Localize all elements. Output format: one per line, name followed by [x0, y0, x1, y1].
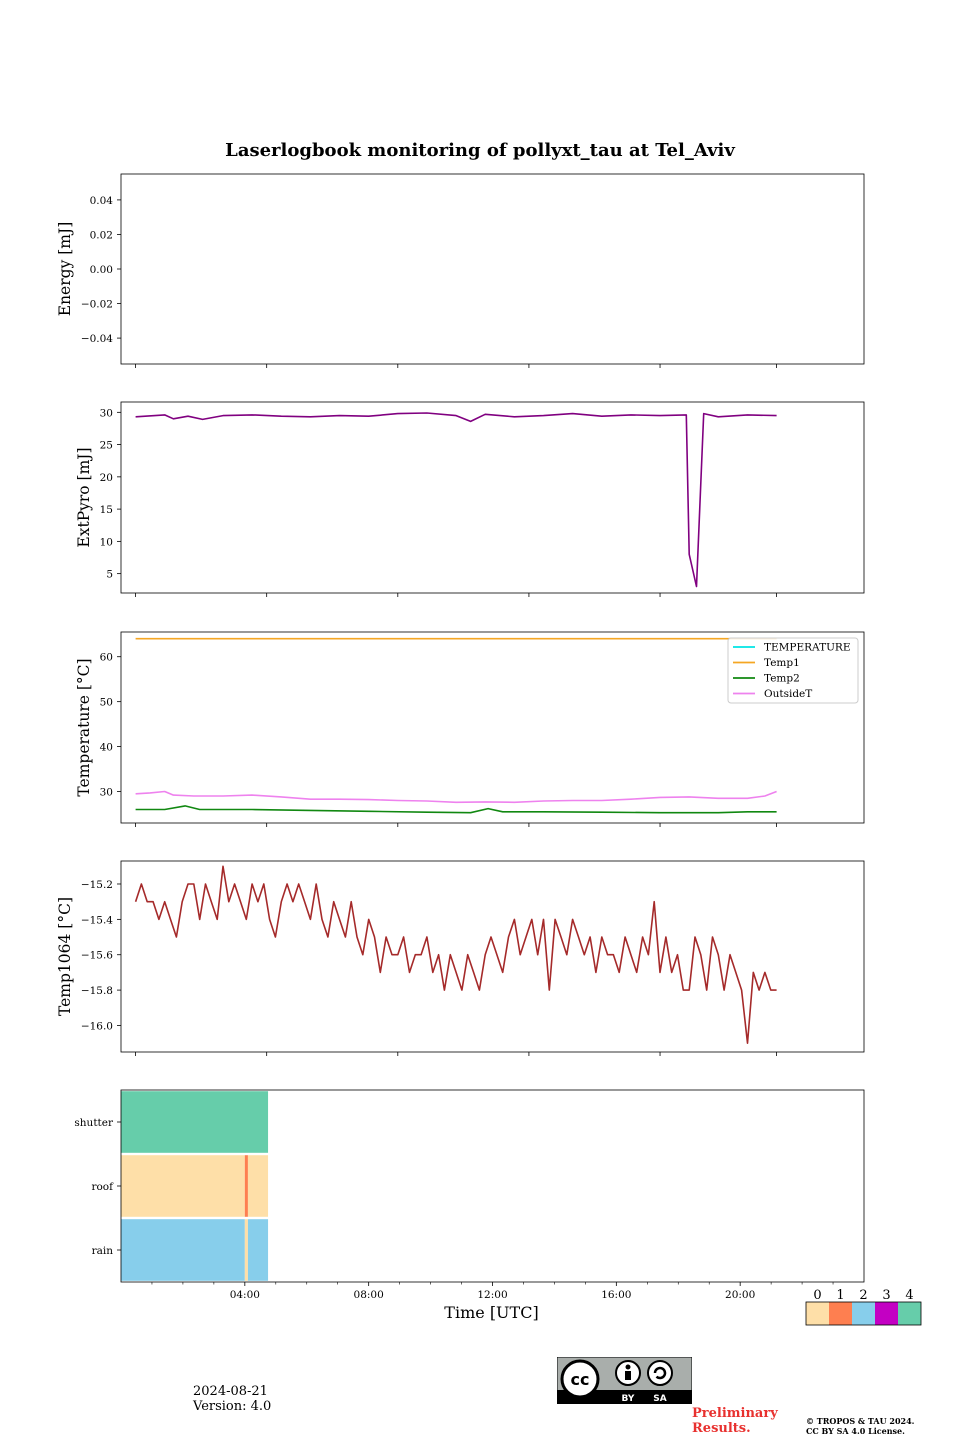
y-tick-label: 60: [100, 652, 113, 664]
y-tick-label: 40: [100, 742, 113, 754]
panel-1: 0.04 0.02 0.00 −0.02 −0.04 Energy [mJ]: [56, 173, 865, 368]
panel-3: 60 50 40 30 Temperature [°C] TEMPERATURE Temp1…: [75, 631, 865, 827]
panel-2: 30 25 20 15 10 5 ExtPyro [mJ]: [75, 401, 865, 597]
y-tick-label: 25: [100, 440, 113, 452]
y-tick-label: 0.02: [90, 229, 113, 241]
colorbar-swatch: [806, 1302, 829, 1325]
row-label: rain: [92, 1245, 114, 1257]
y-tick-label: −15.4: [81, 914, 113, 926]
colorbar-swatch: [875, 1302, 898, 1325]
status-cell: [244, 1155, 248, 1217]
y-tick-label: −0.02: [81, 299, 113, 311]
legend-entry: Temp2: [764, 673, 800, 685]
panel-5-status: shutter roof rain 04:00 08:00 12:00 16:00 20:00…: [74, 1089, 865, 1322]
report-date: 2024-08-21: [193, 1384, 268, 1399]
plot-frame: [120, 401, 865, 594]
y-tick-label: 20: [100, 472, 113, 484]
row-label: roof: [91, 1181, 114, 1193]
status-cell: [244, 1219, 248, 1281]
x-tick-label: 08:00: [354, 1289, 384, 1301]
legend: TEMPERATURE Temp1 Temp2 OutsideT: [727, 637, 859, 704]
copyright-line-1: © TROPOS & TAU 2024.: [806, 1416, 915, 1426]
x-tick-label: 12:00: [477, 1289, 507, 1301]
colorbar-swatch: [829, 1302, 852, 1325]
y-axis-label: Energy [mJ]: [56, 222, 74, 317]
colorbar-swatch: [852, 1302, 875, 1325]
y-axis-label: Temp1064 [°C]: [56, 897, 74, 1016]
svg-text:cc: cc: [571, 1370, 590, 1389]
y-axis-label: Temperature [°C]: [75, 658, 93, 796]
series-line-temp2: [135, 805, 777, 814]
plot-frame: [120, 860, 865, 1053]
legend-entry: TEMPERATURE: [764, 642, 851, 654]
chart-title: Laserlogbook monitoring of pollyxt_tau a…: [225, 140, 735, 161]
legend-box: [727, 637, 859, 704]
plot-frame: [120, 173, 865, 365]
y-tick-label: 0.04: [90, 195, 114, 207]
cc-by-label: BY: [622, 1394, 635, 1404]
status-cell: [121, 1091, 269, 1153]
y-tick-label: 30: [100, 407, 113, 419]
y-tick-label: 10: [100, 536, 113, 548]
y-tick-label: −0.04: [81, 333, 113, 345]
plot-frame: [120, 631, 865, 824]
x-tick-label: 16:00: [601, 1289, 631, 1301]
y-tick-label: 30: [100, 787, 113, 799]
status-cell: [247, 1219, 269, 1281]
preliminary-line-1: Preliminary: [692, 1406, 778, 1421]
cc-by-sa-icon: cc BY SA: [556, 1356, 693, 1408]
colorbar-label: 3: [882, 1288, 890, 1303]
cc-sa-label: SA: [653, 1394, 666, 1404]
x-axis-label: Time [UTC]: [444, 1303, 538, 1322]
y-tick-label: −15.8: [81, 985, 113, 997]
x-tick-label: 04:00: [230, 1289, 260, 1301]
y-tick-label: 15: [100, 504, 113, 516]
status-cell: [121, 1155, 245, 1217]
colorbar-label: 2: [859, 1288, 867, 1303]
colorbar-label: 1: [836, 1288, 844, 1303]
status-cell: [121, 1219, 245, 1281]
y-tick-label: −16.0: [81, 1020, 113, 1032]
series-line-2-0: [135, 412, 777, 588]
date-version-block: 2024-08-21 Version: 4.0: [193, 1384, 271, 1414]
series-line-outsidet: [135, 790, 777, 804]
row-label: shutter: [74, 1117, 114, 1129]
copyright-line-2: CC BY SA 4.0 License.: [806, 1426, 905, 1436]
colorbar-swatch: [898, 1302, 921, 1325]
legend-entry: Temp1: [764, 657, 800, 669]
y-tick-label: −15.6: [81, 950, 113, 962]
legend-entry: OutsideT: [764, 688, 812, 700]
y-axis-label: ExtPyro [mJ]: [75, 447, 93, 547]
y-tick-label: 50: [100, 697, 113, 709]
colorbar-label: 4: [905, 1288, 913, 1303]
colorbar-frame: [805, 1301, 922, 1326]
copyright-notice: © TROPOS & TAU 2024. CC BY SA 4.0 Licens…: [806, 1416, 914, 1436]
y-tick-label: 5: [106, 569, 113, 581]
preliminary-notice: Preliminary Results.: [692, 1406, 778, 1436]
y-tick-label: 0.00: [90, 264, 113, 276]
x-tick-label: 20:00: [725, 1289, 755, 1301]
status-cell: [247, 1155, 269, 1217]
series-line-4-0: [134, 865, 777, 1044]
version-label: Version: 4.0: [193, 1399, 272, 1414]
panel-4: −15.2 −15.4 −15.6 −15.8 −16.0 Temp1064 [°C]: [56, 860, 865, 1056]
preliminary-line-2: Results.: [692, 1421, 751, 1436]
y-tick-label: −15.2: [81, 879, 113, 891]
colorbar-label: 0: [813, 1288, 821, 1303]
